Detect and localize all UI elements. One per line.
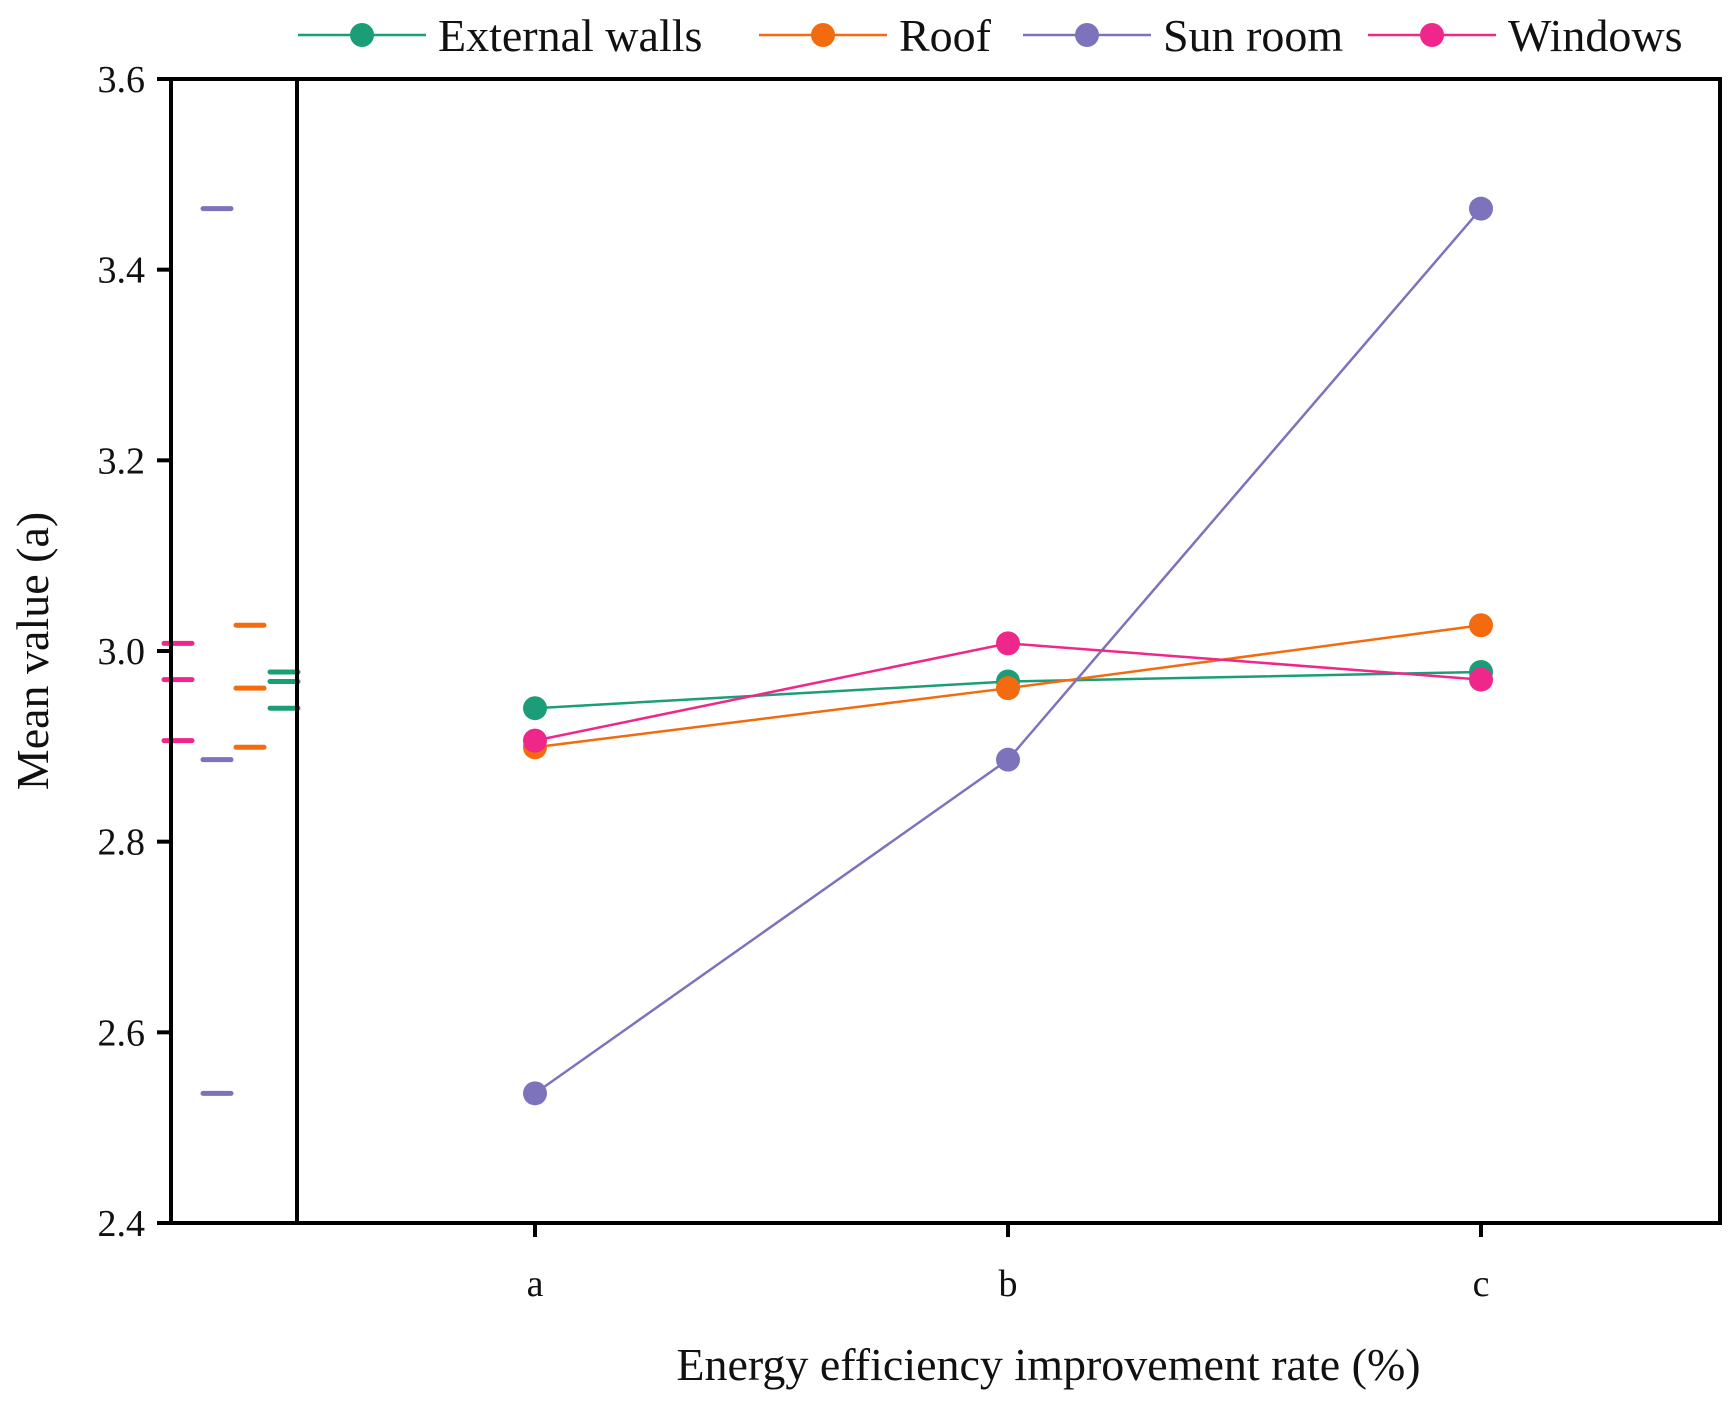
x-tick-label: a: [527, 1263, 544, 1305]
main-plot-area: [523, 196, 1493, 1106]
data-point: [523, 696, 547, 721]
legend-marker: [1420, 23, 1444, 47]
y-tick-label: 2.8: [98, 822, 146, 864]
legend-label: Roof: [899, 10, 992, 61]
legend-label: Sun room: [1163, 10, 1343, 61]
legend-marker: [811, 23, 835, 47]
data-point: [1469, 196, 1493, 221]
legend-marker: [350, 23, 374, 47]
y-tick-label: 2.6: [98, 1012, 146, 1054]
y-tick-label: 3.0: [98, 631, 146, 673]
y-tick-label: 3.6: [98, 59, 146, 101]
legend-label: Windows: [1508, 10, 1682, 61]
data-point: [996, 631, 1020, 656]
axes: 2.4 2.6 2.8 3.0 3.2 3.4 3.6 a b c: [98, 59, 1722, 1305]
data-point: [523, 1081, 547, 1106]
y-axis-title: Mean value (a): [7, 512, 58, 790]
data-point: [1469, 667, 1493, 692]
data-point: [523, 728, 547, 753]
y-tick-label: 2.4: [98, 1203, 146, 1245]
x-tick-label: b: [999, 1263, 1018, 1305]
legend-label: External walls: [438, 10, 702, 61]
side-value-panel: [161, 206, 301, 1096]
legend: External walls Roof Sun room Windows: [298, 10, 1682, 61]
x-axis-title: Energy efficiency improvement rate (%): [676, 1339, 1420, 1390]
x-tick-label: c: [1473, 1263, 1490, 1305]
y-tick-label: 3.2: [98, 440, 146, 482]
data-point: [1469, 613, 1493, 638]
data-point: [996, 676, 1020, 701]
y-tick-label: 3.4: [98, 250, 146, 292]
data-point: [996, 747, 1020, 772]
legend-marker: [1075, 23, 1099, 47]
plot-frame: [169, 77, 1722, 1225]
